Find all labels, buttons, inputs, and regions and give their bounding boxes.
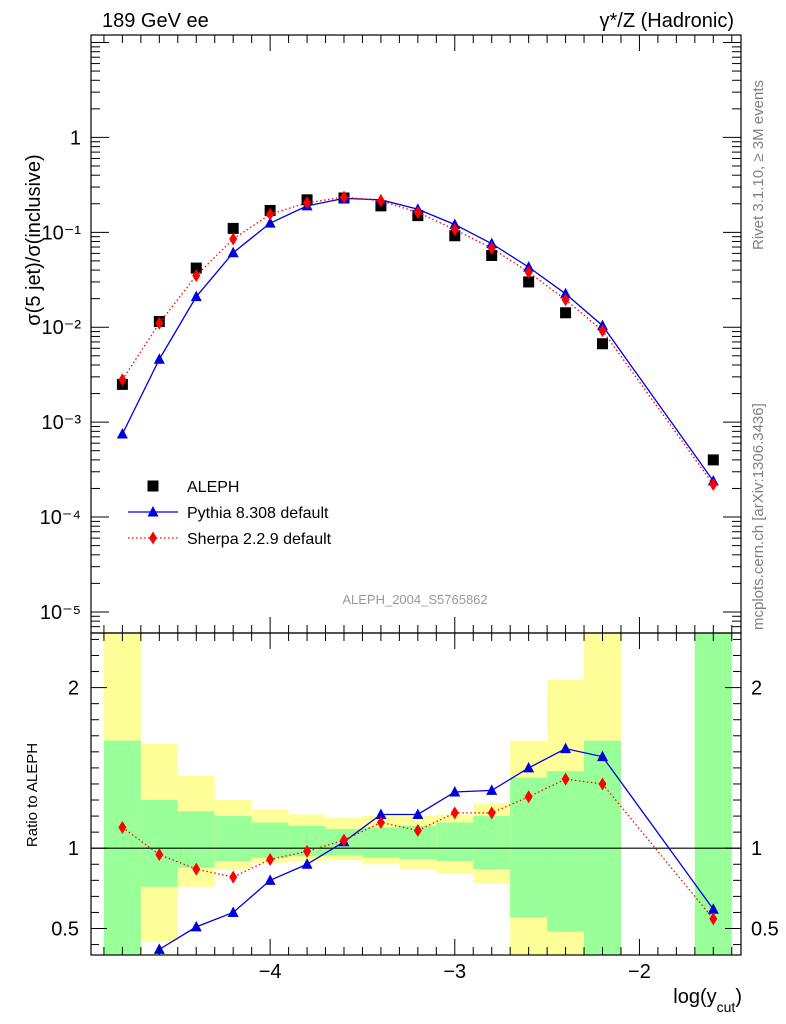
sherpa-point — [192, 269, 201, 283]
main-ytick-label: 10⁻³ — [42, 412, 82, 434]
sherpa-point — [229, 232, 238, 246]
sherpa-point — [709, 478, 718, 492]
sherpa-ratio-line — [122, 778, 714, 920]
pythia-ratio-point — [486, 784, 498, 795]
sherpa-point — [598, 324, 607, 338]
ratio-ytick-label: 0.5 — [51, 919, 79, 941]
sherpa-ratio-point — [598, 777, 607, 791]
legend-sherpa-label: Sherpa 2.2.9 default — [187, 531, 332, 548]
main-ytick-label: 10⁻¹ — [42, 222, 82, 244]
aleph-point — [486, 249, 498, 261]
pythia-point — [153, 353, 165, 364]
main-ytick-label: 1 — [70, 127, 81, 149]
sherpa-ratio-point — [339, 833, 348, 847]
sherpa-ratio-point — [266, 852, 275, 866]
aleph-point — [560, 307, 572, 319]
sherpa-ratio-point — [118, 820, 127, 834]
sherpa-point — [524, 265, 533, 279]
pythia-ratio-point — [375, 808, 387, 819]
pythia-ratio-point — [449, 785, 461, 797]
sherpa-ratio-point — [192, 862, 201, 876]
sherpa-point — [118, 373, 127, 387]
sherpa-point — [487, 241, 496, 255]
pythia-point — [560, 287, 572, 299]
sherpa-line — [121, 196, 714, 485]
xtick-label: −4 — [259, 961, 282, 983]
ratio-ytick-label-right: 0.5 — [751, 919, 779, 941]
pythia-ratio-point — [523, 761, 535, 773]
xtick-label: −3 — [443, 961, 466, 983]
pythia-ratio-point — [597, 750, 609, 762]
sherpa-ratio-point — [229, 870, 238, 884]
green-band — [473, 816, 511, 870]
ratio-frame — [90, 632, 742, 956]
pythia-ratio-point — [301, 858, 313, 869]
sherpa-point — [450, 223, 459, 237]
pythia-point — [190, 290, 202, 302]
pythia-ratio-point — [412, 808, 424, 819]
sherpa-ratio-point — [450, 806, 459, 820]
green-band — [547, 771, 585, 932]
xtick-label: −2 — [628, 961, 651, 983]
sherpa-ratio-point — [487, 806, 496, 820]
ratio-ytick-label: 1 — [68, 838, 79, 860]
pythia-line — [121, 197, 714, 482]
green-band — [251, 822, 289, 858]
ratio-ytick-label-right: 2 — [751, 678, 762, 700]
main-ytick-label: 10⁻⁴ — [40, 507, 81, 529]
pythia-ratio-point — [227, 906, 239, 917]
aleph-point — [707, 454, 719, 466]
sherpa-point — [376, 194, 385, 208]
legend-pythia-label: Pythia 8.308 default — [187, 505, 329, 522]
pythia-ratio-point — [190, 920, 202, 932]
ratio-ytick-label: 2 — [68, 678, 79, 700]
green-band — [362, 827, 400, 858]
ratio-ylabel: Ratio to ALEPH — [24, 743, 41, 847]
main-ylabel: σ(5 jet)/σ(inclusive) — [23, 154, 45, 325]
pythia-point — [227, 246, 239, 258]
sherpa-ratio-point — [709, 912, 718, 926]
legend-pythia-marker — [147, 506, 159, 517]
green-band — [140, 800, 178, 887]
mcplots-label: mcplots.cern.ch [arXiv:1306.3436] — [750, 403, 767, 630]
green-band — [694, 633, 732, 955]
sherpa-point — [413, 205, 422, 219]
sherpa-ratio-point — [561, 772, 570, 786]
sherpa-ratio-point — [155, 848, 164, 862]
header-right: γ*/Z (Hadronic) — [600, 10, 734, 32]
pythia-point — [116, 427, 128, 439]
green-band — [214, 816, 252, 862]
analysis-watermark: ALEPH_2004_S5765862 — [342, 592, 487, 607]
rivet-label: Rivet 3.1.10, ≥ 3M events — [750, 80, 767, 250]
pythia-ratio-point — [264, 874, 276, 885]
sherpa-point — [266, 207, 275, 221]
aleph-point — [190, 262, 202, 274]
aleph-point — [227, 222, 239, 234]
sherpa-ratio-point — [376, 816, 385, 830]
sherpa-ratio-point — [413, 824, 422, 838]
main-ytick-label: 10⁻⁵ — [40, 602, 81, 624]
green-band — [177, 811, 215, 868]
legend-aleph-label: ALEPH — [187, 479, 239, 496]
sherpa-point — [339, 190, 348, 204]
legend-sherpa-marker — [149, 531, 157, 545]
sherpa-ratio-point — [303, 844, 312, 858]
ratio-xlabel: log(ycut) — [673, 986, 742, 1015]
aleph-point — [597, 338, 609, 350]
sherpa-ratio-point — [524, 790, 533, 804]
pythia-ratio-line — [158, 747, 714, 950]
header-left: 189 GeV ee — [102, 10, 209, 32]
sherpa-point — [561, 293, 570, 307]
ratio-ytick-label-right: 1 — [751, 838, 762, 860]
sherpa-point — [155, 316, 164, 330]
legend-aleph-marker — [147, 480, 159, 492]
sherpa-point — [303, 196, 312, 210]
aleph-point — [523, 276, 535, 288]
pythia-ratio-point — [560, 742, 572, 754]
green-band — [436, 822, 474, 862]
pythia-point — [264, 217, 276, 228]
pythia-ratio-point — [707, 903, 719, 914]
main-ytick-label: 10⁻² — [42, 317, 82, 339]
